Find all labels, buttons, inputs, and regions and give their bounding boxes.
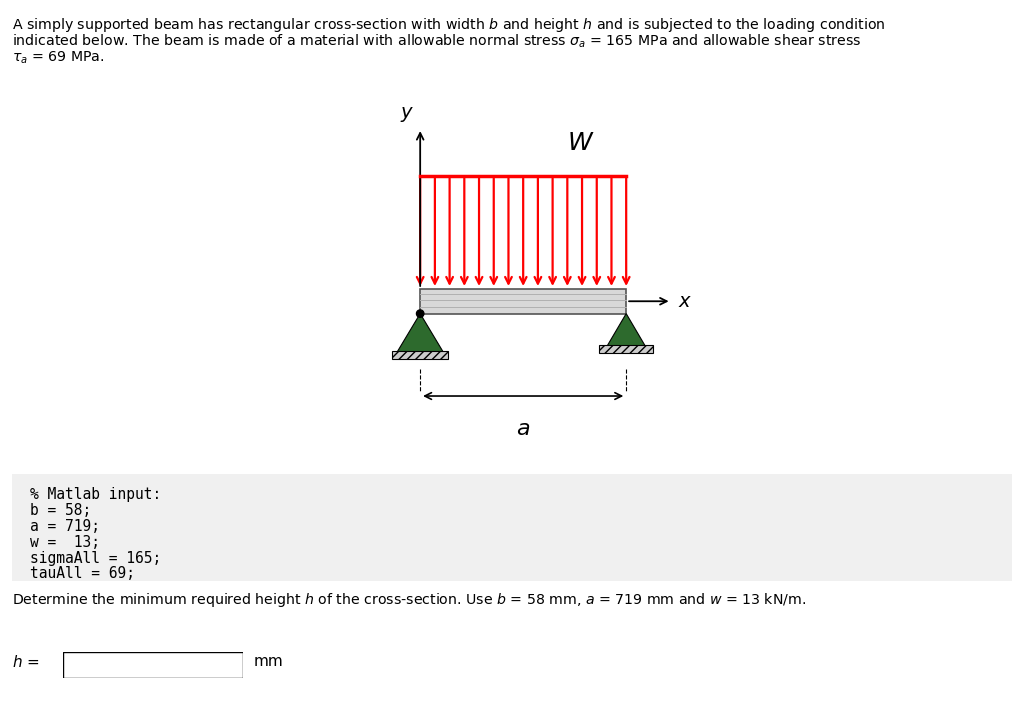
FancyBboxPatch shape (0, 473, 1024, 583)
Text: sigmaAll = 165;: sigmaAll = 165; (31, 550, 162, 566)
Text: indicated below. The beam is made of a material with allowable normal stress $\s: indicated below. The beam is made of a m… (12, 33, 861, 50)
Text: tauAll = 69;: tauAll = 69; (31, 566, 135, 581)
Text: $h$ =: $h$ = (12, 654, 40, 670)
Text: $\tau_a$ = 69 MPa.: $\tau_a$ = 69 MPa. (12, 49, 104, 66)
Bar (392, 351, 447, 359)
Text: $y$: $y$ (399, 105, 414, 124)
Bar (599, 344, 653, 352)
Text: a = 719;: a = 719; (31, 519, 100, 534)
Circle shape (417, 310, 424, 318)
Text: $x$: $x$ (678, 291, 692, 311)
Text: w =  13;: w = 13; (31, 534, 100, 550)
Polygon shape (605, 314, 647, 349)
Polygon shape (395, 314, 444, 355)
Text: % Matlab input:: % Matlab input: (31, 487, 162, 502)
Text: $\mathit{W}$: $\mathit{W}$ (567, 131, 595, 155)
Text: $a$: $a$ (516, 418, 530, 439)
Text: A simply supported beam has rectangular cross-section with width $b$ and height : A simply supported beam has rectangular … (12, 16, 886, 34)
Bar (420, 289, 627, 314)
Text: mm: mm (254, 654, 284, 669)
Text: Determine the minimum required height $h$ of the cross-section. Use $b$ = 58 mm,: Determine the minimum required height $h… (12, 591, 807, 609)
Text: b = 58;: b = 58; (31, 503, 91, 518)
